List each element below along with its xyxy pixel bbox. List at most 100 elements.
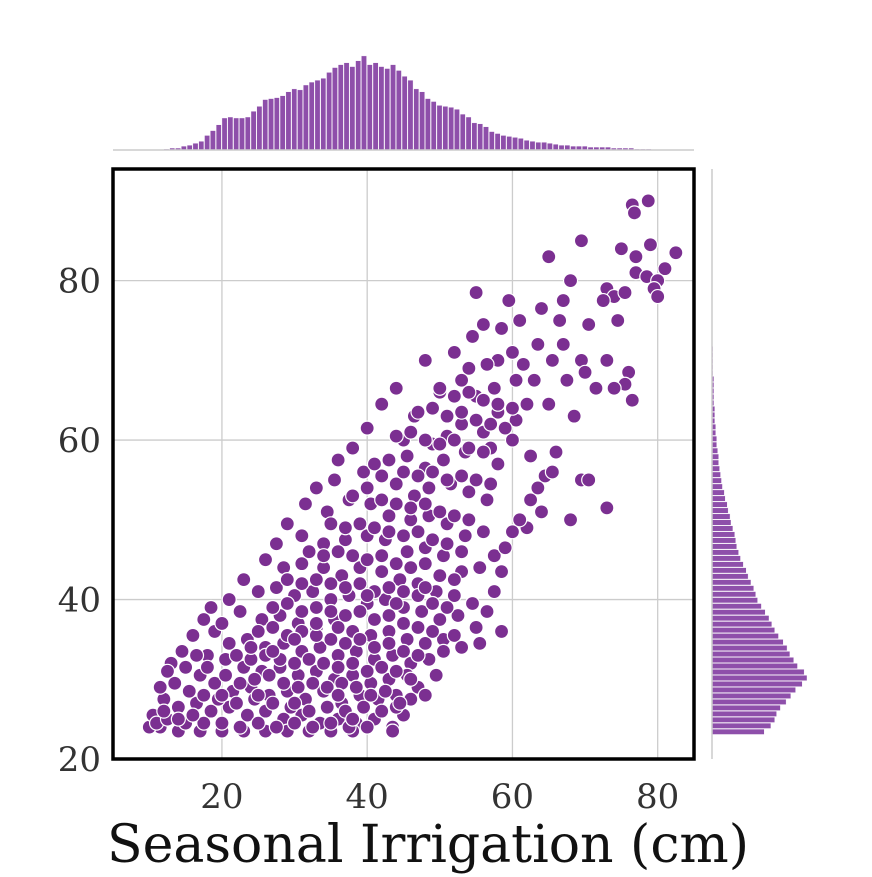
y-histogram-bar — [711, 453, 719, 460]
x-histogram-bar — [244, 116, 251, 151]
x-histogram-bar — [477, 123, 483, 151]
scatter-point — [330, 452, 346, 468]
y-histogram-bar — [711, 716, 775, 723]
scatter-point — [483, 476, 499, 492]
y-histogram-bar — [711, 663, 798, 669]
scatter-point — [522, 492, 539, 508]
scatter-point — [424, 400, 441, 416]
scatter-point — [217, 667, 234, 683]
y-histogram-bar — [711, 645, 788, 651]
scatter-point — [417, 579, 433, 596]
y-histogram-bar — [711, 603, 762, 610]
x-histogram-bar — [396, 70, 402, 151]
scatter-point — [439, 408, 455, 424]
x-histogram-bar — [547, 143, 553, 151]
scatter-point — [265, 599, 281, 616]
scatter-point — [504, 344, 521, 360]
scatter-point — [403, 424, 419, 440]
scatter-point — [247, 671, 263, 687]
x-histogram-bar — [274, 97, 280, 151]
y-histogram-bar — [711, 722, 772, 729]
x-histogram-bar — [366, 64, 373, 151]
scatter-point — [544, 464, 560, 480]
scatter-point — [435, 643, 452, 659]
x-tick-label: 20 — [200, 777, 243, 817]
scatter-point — [250, 623, 266, 640]
scatter-point — [323, 631, 339, 648]
y-histogram-bar — [711, 615, 770, 622]
scatter-point — [316, 548, 332, 564]
scatter-point — [573, 233, 590, 249]
y-tick-label: 80 — [58, 262, 101, 302]
scatter-point — [381, 452, 397, 468]
y-histogram-bar — [711, 621, 773, 628]
scatter-point — [345, 548, 361, 564]
scatter-point — [286, 631, 303, 648]
scatter-point — [279, 572, 295, 588]
scatter-point — [374, 492, 390, 508]
scatter-point — [486, 583, 502, 600]
scatter-point — [410, 404, 426, 420]
scatter-point — [508, 372, 524, 388]
scatter-point — [392, 695, 408, 711]
scatter-point — [410, 647, 426, 663]
scatter-point — [424, 595, 441, 612]
scatter-point — [432, 568, 448, 584]
scatter-point — [265, 619, 281, 636]
scatter-point — [432, 504, 448, 520]
scatter-point — [348, 679, 364, 695]
scatter-point — [490, 456, 506, 472]
scatter-point — [388, 663, 404, 679]
scatter-point — [454, 468, 470, 484]
scatter-point — [174, 643, 190, 659]
scatter-point — [345, 711, 361, 727]
scatter-point — [301, 703, 317, 719]
scatter-point — [279, 516, 295, 532]
x-histogram-bar — [454, 109, 460, 151]
x-tick-label: 60 — [491, 777, 534, 817]
scatter-point — [617, 284, 633, 301]
scatter-point — [221, 591, 237, 608]
scatter-point — [381, 579, 397, 596]
scatter-point — [308, 599, 324, 616]
scatter-point — [323, 575, 339, 592]
scatter-point — [381, 607, 397, 624]
scatter-point — [377, 683, 393, 699]
scatter-point — [428, 667, 444, 683]
scatter-point — [374, 659, 390, 675]
scatter-point — [305, 719, 321, 735]
scatter-point — [330, 687, 346, 703]
scatter-point — [250, 687, 266, 703]
y-histogram-bar — [711, 585, 754, 592]
y-histogram-bar — [711, 489, 725, 496]
scatter-point — [410, 524, 426, 540]
scatter-point — [214, 715, 230, 731]
y-histogram-bar — [711, 567, 747, 574]
scatter-point — [381, 508, 397, 524]
scatter-point — [352, 516, 368, 532]
x-histogram-bar — [541, 142, 547, 151]
scatter-point — [381, 524, 397, 540]
x-histogram-bar — [343, 62, 350, 151]
scatter-point — [203, 703, 219, 719]
scatter-point — [626, 205, 643, 221]
y-histogram-bar — [711, 525, 734, 532]
scatter-point — [366, 456, 383, 472]
scatter-point — [385, 723, 401, 739]
scatter-point — [421, 480, 437, 496]
x-histogram-bar — [413, 88, 420, 151]
scatter-point — [207, 675, 223, 691]
scatter-point — [345, 440, 361, 456]
x-histogram-bar — [425, 98, 431, 151]
scatter-point — [417, 556, 433, 572]
scatter-point — [319, 699, 335, 715]
x-histogram-bar — [390, 64, 396, 151]
x-tick-labels: 20 40 60 80 — [200, 777, 679, 817]
scatter-point — [606, 380, 622, 396]
x-histogram-bar — [303, 84, 309, 151]
marginal-y-histogram — [711, 346, 808, 735]
scatter-point — [544, 352, 560, 368]
scatter-point — [243, 639, 259, 655]
x-histogram-bar — [279, 95, 286, 151]
